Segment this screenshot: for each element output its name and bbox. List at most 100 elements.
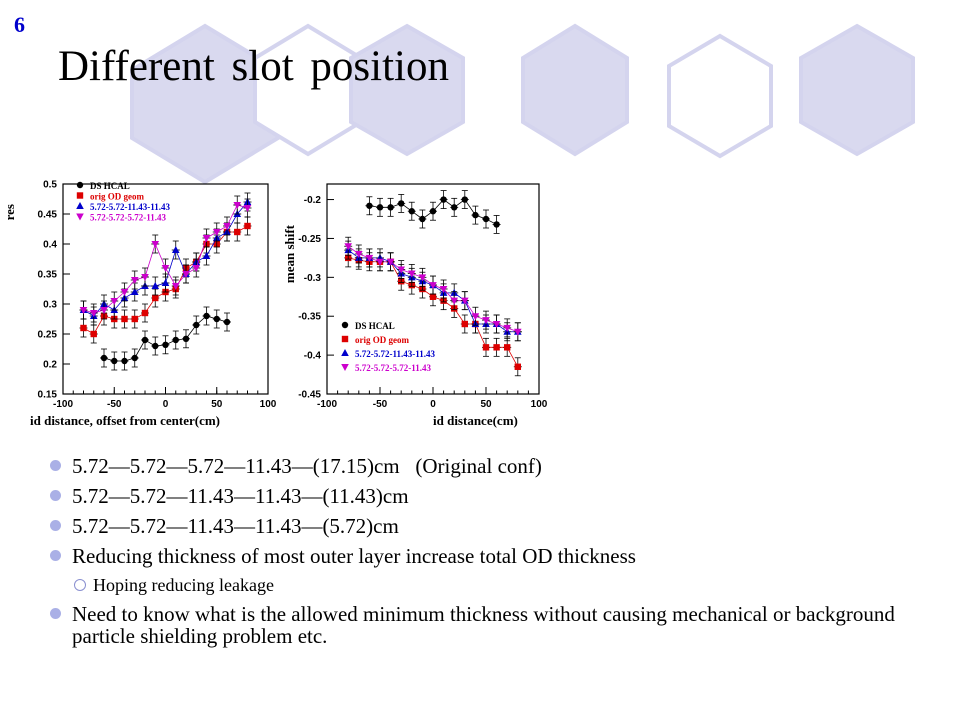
legend-label: DS HCAL: [355, 321, 395, 331]
mean-shift-plot: -100 -50 0 50 100 -0.2 -0.25 -0.3 -0.35 -0.4 -0.45…: [280, 170, 560, 440]
data-point: [121, 357, 128, 365]
data-point: [504, 344, 511, 351]
data-point: [76, 213, 84, 221]
x-tick-label: 50: [480, 399, 492, 410]
data-point: [162, 341, 169, 348]
y-tick-label: 0.3: [43, 300, 57, 311]
data-point: [482, 215, 490, 223]
data-point: [161, 265, 170, 272]
data-point: [493, 221, 500, 228]
y-tick-label: -0.35: [298, 312, 321, 323]
hexagon-shape: [799, 23, 915, 157]
data-point: [461, 196, 468, 203]
hexagon-shape: [521, 23, 629, 157]
y-tick-label: 0.4: [43, 240, 57, 251]
data-point: [234, 228, 241, 236]
data-point: [341, 321, 349, 329]
data-point: [171, 246, 180, 253]
y-tick-label: 0.5: [43, 180, 57, 191]
series-triangle-down: [344, 236, 522, 342]
data-point: [451, 204, 458, 211]
data-point: [76, 192, 84, 199]
bullet-item: Need to know what is the allowed minimum…: [48, 603, 928, 647]
x-axis-label: id distance(cm): [433, 413, 518, 428]
resolution-plot: -100 -50 0 50 100 0.15 0.2 0.25 0.3 0.35 0.4 0.45 0.…: [0, 170, 290, 440]
data-point: [366, 202, 373, 209]
data-point: [482, 344, 490, 351]
y-axis-label: res: [2, 204, 17, 220]
hexagon-shape: [349, 23, 465, 157]
data-point: [398, 200, 405, 207]
data-point: [408, 270, 416, 278]
bullet-item: 5.72—5.72—5.72—11.43—(17.15)cm (Original…: [48, 455, 928, 477]
data-point: [161, 279, 170, 286]
slide-number: 6: [14, 12, 25, 37]
data-point: [141, 309, 149, 317]
sub-bullet-item: Hoping reducing leakage: [48, 575, 928, 595]
y-tick-label: -0.3: [304, 273, 322, 284]
mean-shift-chart: -100 -50 0 50 100 -0.2 -0.25 -0.3 -0.35 -0.4 -0.45…: [282, 183, 548, 428]
data-point: [152, 294, 159, 302]
data-point: [244, 222, 251, 230]
data-point: [243, 205, 252, 212]
data-point: [130, 277, 139, 284]
data-point: [472, 211, 479, 219]
y-tick-label: 0.15: [38, 390, 58, 401]
y-tick-label: -0.25: [298, 234, 321, 245]
data-point: [223, 223, 231, 230]
data-point: [80, 324, 87, 332]
y-tick-label: -0.45: [298, 390, 321, 401]
data-point: [182, 271, 190, 278]
data-point: [76, 202, 84, 209]
data-point: [344, 243, 352, 251]
data-point: [89, 310, 98, 317]
data-point: [151, 282, 160, 289]
legend-label: 5.72-5.72-5.72-11.43: [355, 363, 431, 373]
data-point: [450, 297, 458, 305]
data-point: [141, 336, 149, 344]
data-point: [203, 312, 210, 320]
data-point: [471, 313, 480, 321]
data-point: [341, 335, 349, 343]
data-point: [192, 265, 201, 272]
x-tick-label: 100: [260, 399, 277, 410]
resolution-chart: -100 -50 0 50 100 0.15 0.2 0.25 0.3 0.35 0.4 0.45 0.…: [2, 180, 277, 429]
legend-label: orig OD geom: [355, 335, 409, 345]
y-tick-label: 0.2: [43, 360, 57, 371]
data-point: [151, 241, 160, 248]
legend-label: 5.72-5.72-11.43-11.43: [90, 202, 170, 212]
y-axis-label: mean shift: [282, 224, 297, 283]
series-circle: [365, 190, 501, 234]
data-point: [387, 204, 394, 211]
x-tick-label: 100: [531, 399, 548, 410]
bullet-item: 5.72—5.72—11.43—11.43—(5.72)cm: [48, 515, 928, 537]
data-point: [429, 208, 437, 215]
y-tick-label: 0.45: [38, 210, 58, 221]
x-tick-label: 0: [430, 399, 436, 410]
legend-label: DS HCAL: [90, 181, 130, 191]
data-point: [223, 318, 231, 326]
bullet-item: Reducing thickness of most outer layer i…: [48, 545, 928, 567]
data-point: [193, 321, 200, 329]
data-point: [76, 181, 84, 189]
data-point: [131, 354, 138, 362]
data-point: [503, 324, 511, 332]
x-tick-label: -50: [107, 399, 122, 410]
data-point: [182, 335, 190, 342]
bullet-item: 5.72—5.72—11.43—11.43—(11.43)cm: [48, 485, 928, 507]
data-point: [171, 283, 180, 290]
x-tick-label: -50: [373, 399, 388, 410]
data-point: [130, 288, 139, 295]
y-tick-label: -0.2: [304, 195, 322, 206]
data-point: [440, 196, 447, 203]
y-tick-label: -0.4: [304, 351, 322, 362]
data-point: [202, 235, 211, 242]
data-point: [355, 251, 363, 258]
data-point: [386, 258, 395, 266]
data-point: [376, 204, 384, 211]
series-triangle-down: [79, 195, 252, 323]
page-title: Different slot position: [58, 43, 450, 90]
data-point: [429, 293, 437, 300]
